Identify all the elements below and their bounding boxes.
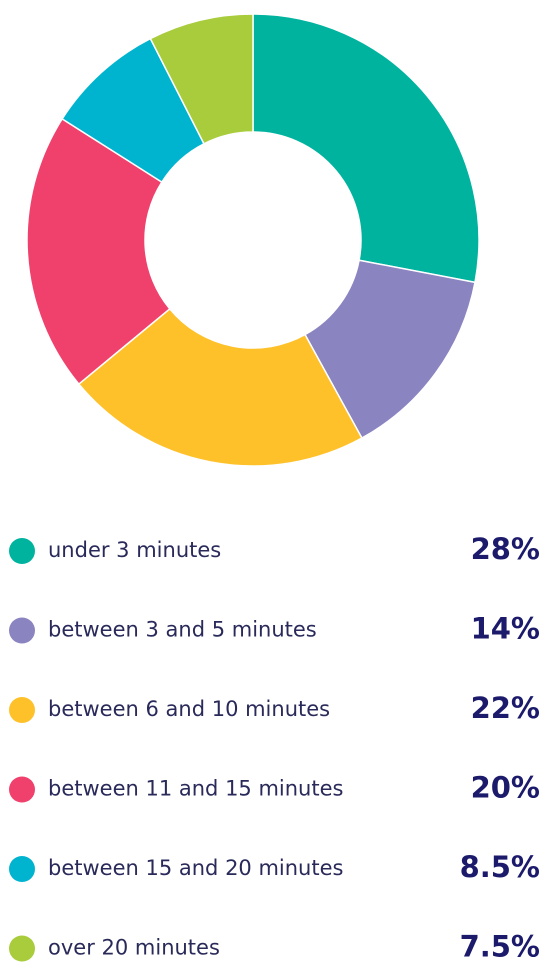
- legend-swatch: [9, 776, 35, 803]
- donut-segment: [304, 259, 476, 440]
- legend-label: over 20 minutes: [48, 936, 220, 960]
- value-label: 7.5%: [460, 930, 540, 964]
- value-label: 8.5%: [460, 850, 540, 884]
- value-label: 22%: [471, 691, 540, 725]
- donut-segment: [252, 13, 480, 284]
- legend-label: between 3 and 5 minutes: [48, 618, 317, 642]
- value-label: 20%: [471, 771, 540, 805]
- legend-swatch: [9, 538, 35, 564]
- legend-swatch: [9, 935, 35, 962]
- value-label: 14%: [471, 612, 540, 646]
- value-label: 28%: [471, 532, 540, 566]
- donut-segment: [149, 13, 254, 145]
- legend-swatch: [9, 697, 35, 723]
- donut-segment: [26, 117, 171, 386]
- legend-label: between 11 and 15 minutes: [48, 777, 343, 801]
- donut-segment: [77, 307, 363, 467]
- legend-label: between 6 and 10 minutes: [48, 697, 330, 721]
- legend-swatch: [9, 617, 35, 644]
- legend-label: between 15 and 20 minutes: [48, 856, 343, 880]
- legend-label: under 3 minutes: [48, 538, 221, 562]
- legend-swatch: [9, 856, 35, 882]
